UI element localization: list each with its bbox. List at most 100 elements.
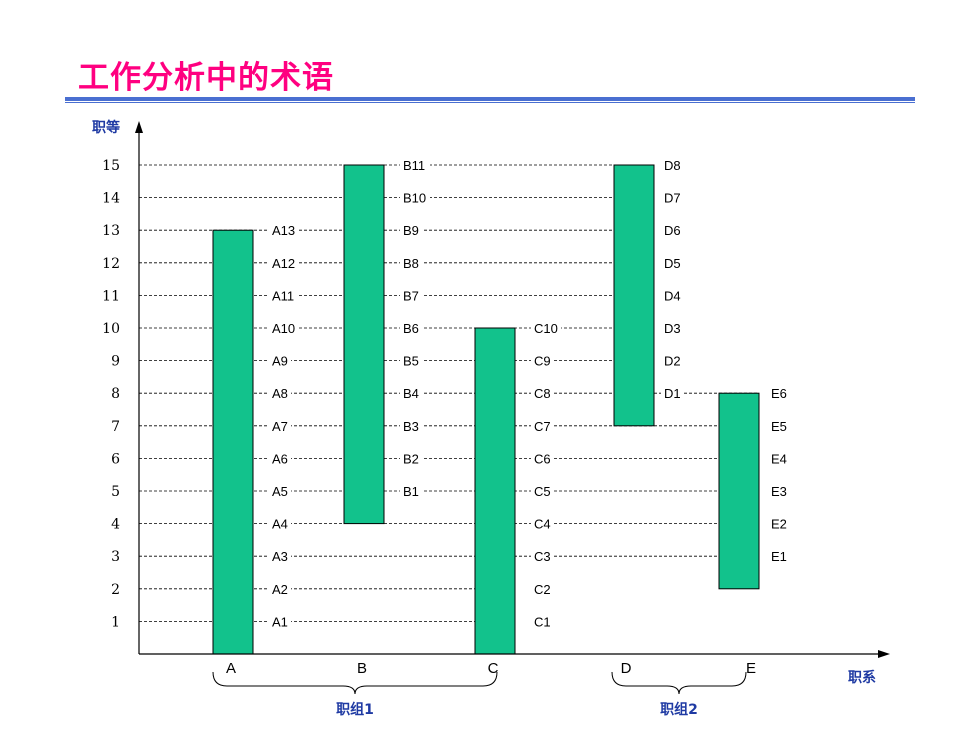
level-label: A2	[272, 582, 288, 597]
level-label: D8	[664, 158, 681, 173]
level-label-bg	[531, 483, 553, 498]
level-label-bg	[661, 157, 683, 172]
level-label-bg	[661, 352, 683, 368]
group-brace	[611, 671, 747, 695]
bars	[212, 164, 760, 655]
bar-D	[613, 164, 655, 427]
level-label-bg	[269, 548, 291, 564]
level-labels: A1 A2 A3 A4 A5 A6 A7 A8 A9 A10 A11 A12 A13 B1 B2 B3 B4 B5…	[269, 157, 790, 629]
x-axis-title: 职系	[848, 669, 876, 686]
level-label: D4	[664, 288, 681, 303]
level-label-bg	[269, 483, 291, 498]
level-label: B6	[403, 321, 419, 336]
level-label-bg	[400, 189, 430, 205]
y-tick-label: 9	[111, 354, 120, 370]
title-rule	[65, 97, 915, 101]
level-label: A13	[272, 223, 295, 238]
level-label: E5	[771, 419, 787, 434]
level-label: A6	[272, 451, 288, 466]
level-label: C2	[534, 582, 551, 597]
level-label-bg	[768, 483, 790, 498]
level-label: B4	[403, 386, 419, 401]
level-label-bg	[768, 417, 790, 433]
level-label: B11	[403, 158, 425, 173]
level-label-bg	[531, 385, 553, 401]
x-tick-label: A	[226, 660, 236, 677]
level-label: B10	[403, 191, 426, 206]
level-label-bg	[531, 580, 553, 596]
level-label-bg	[269, 287, 299, 303]
level-label: D3	[664, 321, 681, 336]
level-label-bg	[661, 222, 683, 238]
bar-B	[343, 164, 385, 525]
level-label: C5	[534, 484, 551, 499]
level-label-bg	[269, 352, 291, 368]
x-axis-arrow	[878, 650, 890, 658]
level-label-bg	[269, 254, 299, 270]
level-label-bg	[400, 157, 430, 172]
level-label-bg	[400, 483, 422, 498]
level-label: D1	[664, 386, 681, 401]
level-label: A9	[272, 354, 288, 369]
level-label-bg	[768, 515, 790, 531]
group-braces: 职组1 职组2	[212, 671, 747, 718]
level-label-bg	[531, 613, 553, 629]
y-tick-label: 11	[102, 288, 120, 304]
level-label: E2	[771, 517, 787, 532]
title-rule-thin	[65, 102, 915, 103]
y-tick-label: 6	[111, 451, 120, 467]
level-label: E6	[771, 386, 787, 401]
level-label: A5	[272, 484, 288, 499]
level-label-bg	[400, 254, 422, 270]
level-label: B8	[403, 256, 419, 271]
level-label: B5	[403, 354, 419, 369]
group-label: 职组1	[336, 701, 374, 718]
level-label-bg	[400, 417, 422, 433]
y-tick-label: 7	[111, 419, 120, 435]
level-label-bg	[400, 385, 422, 401]
level-label: C9	[534, 354, 551, 369]
level-label-bg	[269, 417, 291, 433]
y-tick-label: 1	[111, 614, 120, 630]
level-label-bg	[269, 613, 291, 629]
level-label: B7	[403, 288, 419, 303]
level-label: A12	[272, 256, 295, 271]
level-label-bg	[269, 580, 291, 596]
level-label-bg	[531, 417, 553, 433]
y-tick-label: 12	[102, 256, 120, 272]
bar-C	[474, 327, 516, 655]
level-label: A10	[272, 321, 295, 336]
level-label: B2	[403, 451, 419, 466]
level-label-bg	[269, 222, 299, 238]
level-label: E4	[771, 451, 787, 466]
level-label-bg	[400, 287, 422, 303]
level-label-bg	[661, 189, 683, 205]
level-label-bg	[400, 352, 422, 368]
level-label: C1	[534, 614, 551, 629]
level-label-bg	[531, 320, 561, 335]
level-label-bg	[768, 450, 790, 466]
level-label-bg	[531, 450, 553, 466]
level-label: D5	[664, 256, 681, 271]
y-tick-label: 13	[102, 223, 120, 239]
x-tick-label: E	[746, 660, 756, 677]
level-label-bg	[661, 320, 683, 335]
level-label-bg	[269, 515, 291, 531]
level-label-bg	[269, 320, 299, 335]
level-label-bg	[531, 515, 553, 531]
level-label: C7	[534, 419, 551, 434]
level-label: A8	[272, 386, 288, 401]
level-label-bg	[768, 548, 790, 564]
y-axis-title: 职等	[92, 119, 120, 136]
level-label-bg	[531, 548, 553, 564]
level-label-bg	[269, 385, 291, 401]
level-label: A1	[272, 614, 288, 629]
level-label: B9	[403, 223, 419, 238]
level-label-bg	[661, 287, 683, 303]
level-label: D7	[664, 191, 681, 206]
x-tick-label: B	[357, 660, 367, 677]
level-label: C10	[534, 321, 558, 336]
level-label: E1	[771, 549, 787, 564]
